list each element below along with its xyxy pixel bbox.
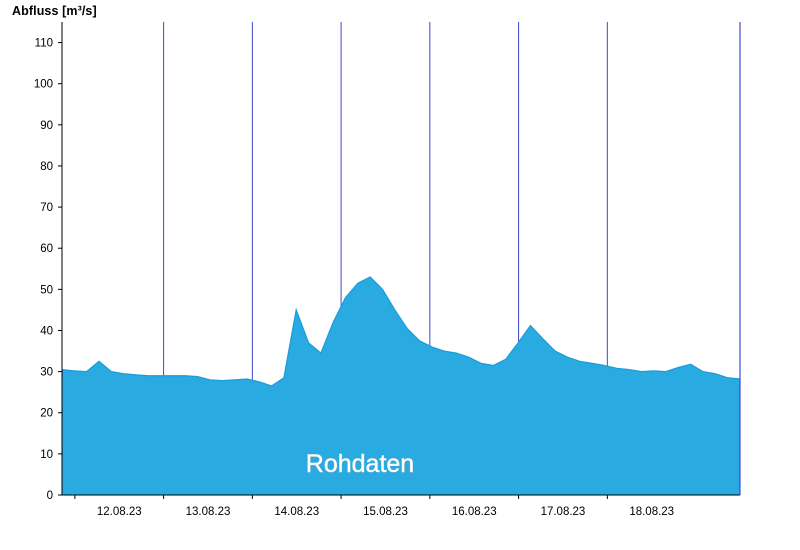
y-tick-label: 100 bbox=[34, 79, 53, 91]
x-tick-label: 12.08.23 bbox=[97, 506, 142, 518]
y-tick-label: 90 bbox=[40, 120, 53, 132]
x-tick-label: 18.08.23 bbox=[629, 506, 674, 518]
x-tick-label: 16.08.23 bbox=[452, 506, 497, 518]
area-fill bbox=[62, 277, 740, 495]
y-tick-label: 80 bbox=[40, 161, 53, 173]
y-tick-label: 110 bbox=[35, 38, 53, 50]
x-tick-label: 13.08.23 bbox=[186, 506, 231, 518]
y-tick-label: 40 bbox=[40, 325, 53, 337]
y-tick-label: 50 bbox=[40, 284, 53, 296]
y-tick-label: 30 bbox=[40, 367, 53, 379]
y-tick-label: 0 bbox=[47, 490, 53, 502]
data-line bbox=[61, 276, 741, 387]
y-tick-label: 10 bbox=[40, 449, 53, 461]
x-tick-label: 15.08.23 bbox=[363, 506, 408, 518]
watermark-label: Rohdaten bbox=[306, 450, 414, 478]
y-tick-label: 60 bbox=[40, 243, 53, 255]
y-tick-label: 70 bbox=[40, 202, 53, 214]
y-axis-title: Abfluss [m³/s] bbox=[12, 4, 97, 18]
y-tick-label: 20 bbox=[40, 408, 53, 420]
x-tick-label: 17.08.23 bbox=[541, 506, 586, 518]
x-tick-label: 14.08.23 bbox=[274, 506, 319, 518]
